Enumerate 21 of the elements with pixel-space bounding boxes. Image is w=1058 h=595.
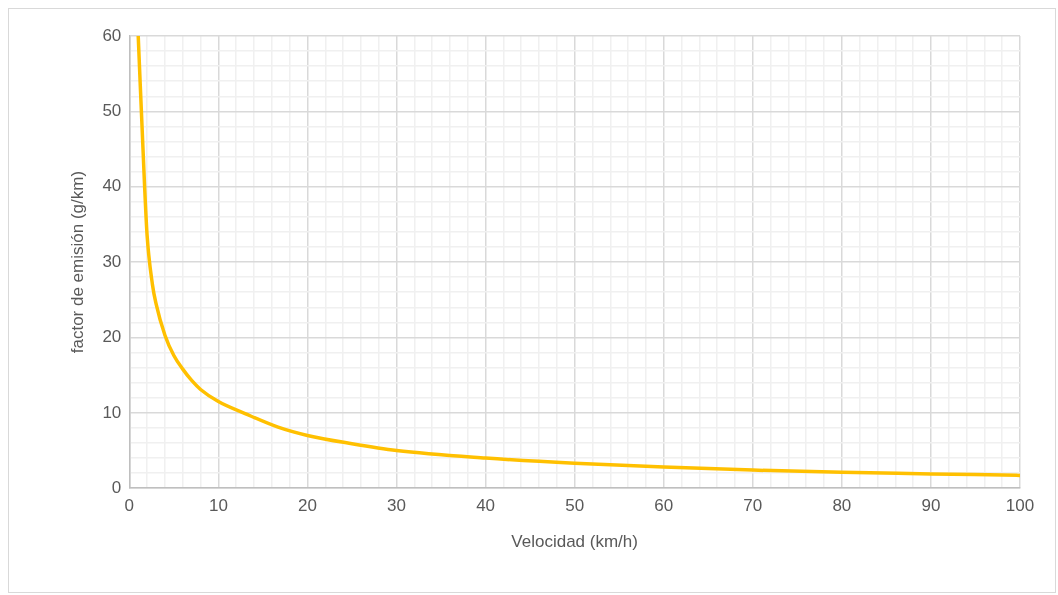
y-tick-label: 40 <box>102 176 122 196</box>
y-tick-label: 30 <box>102 251 122 271</box>
y-tick-label: 50 <box>102 101 122 121</box>
x-tick-label: 100 <box>1005 496 1035 516</box>
y-tick-label: 60 <box>102 25 122 45</box>
line-series <box>136 36 1020 478</box>
x-tick-label: 50 <box>565 496 585 516</box>
x-tick-label: 30 <box>387 496 406 516</box>
y-tick-label: 10 <box>102 402 122 422</box>
x-tick-label: 70 <box>743 496 763 516</box>
x-tick-label: 90 <box>921 496 941 516</box>
x-tick-label: 40 <box>476 496 496 516</box>
x-tick-label: 10 <box>208 496 228 516</box>
x-tick-label: 80 <box>832 496 852 516</box>
y-tick-label: 20 <box>102 327 122 347</box>
x-axis-title: Velocidad (km/h) <box>511 532 638 552</box>
x-tick-label: 60 <box>654 496 674 516</box>
y-tick-label: 0 <box>111 477 122 497</box>
y-axis-title: factor de emisión (g/km) <box>67 170 87 354</box>
x-tick-label: 0 <box>124 496 135 516</box>
x-tick-label: 20 <box>297 496 317 516</box>
